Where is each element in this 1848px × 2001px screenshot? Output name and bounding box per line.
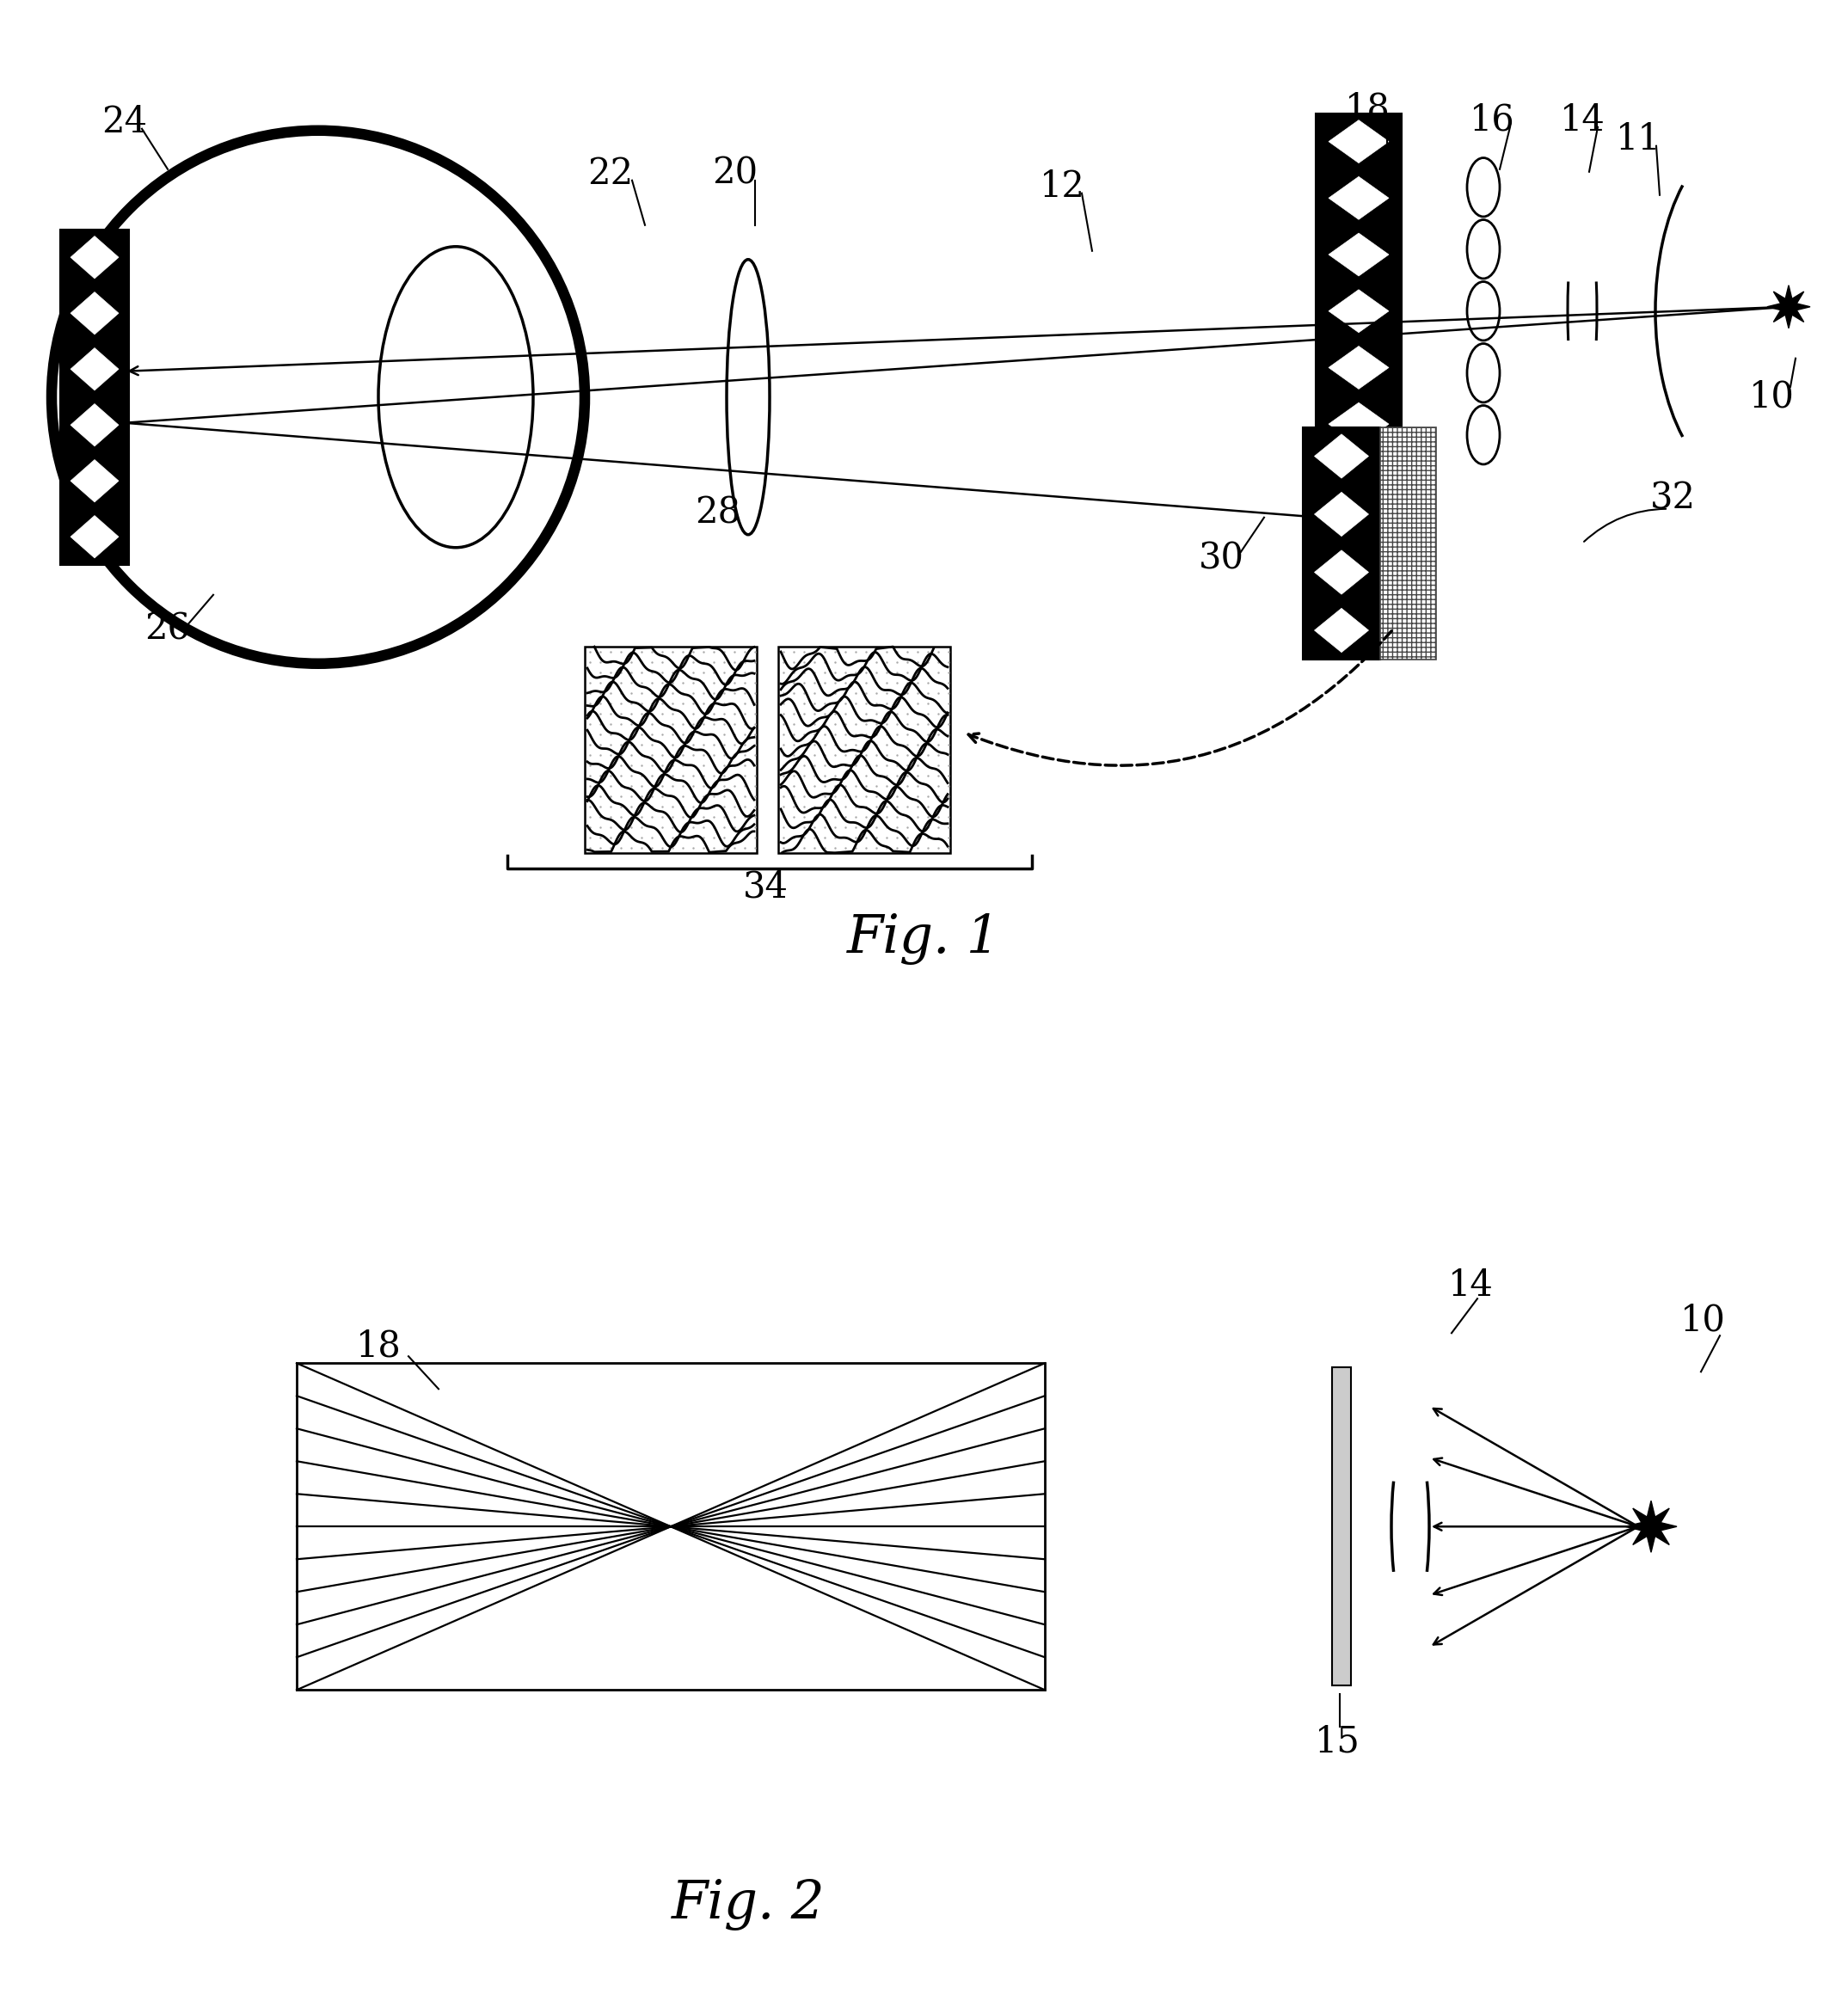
Polygon shape bbox=[1329, 346, 1390, 388]
Text: 30: 30 bbox=[1198, 540, 1244, 576]
Bar bbox=[1380, 426, 1436, 660]
Bar bbox=[1332, 1367, 1351, 1685]
Bar bbox=[778, 646, 950, 852]
Text: 24: 24 bbox=[102, 104, 148, 140]
Text: 10: 10 bbox=[1748, 378, 1794, 414]
Text: 11: 11 bbox=[1615, 120, 1661, 158]
Polygon shape bbox=[70, 516, 118, 558]
Polygon shape bbox=[70, 236, 118, 278]
Text: 28: 28 bbox=[695, 494, 741, 530]
Text: 34: 34 bbox=[743, 868, 787, 904]
Text: 16: 16 bbox=[1469, 102, 1515, 138]
Text: 18: 18 bbox=[355, 1329, 401, 1365]
Polygon shape bbox=[1767, 286, 1811, 328]
Text: 20: 20 bbox=[711, 156, 758, 192]
Bar bbox=[1303, 426, 1380, 660]
Text: 32: 32 bbox=[1650, 480, 1695, 516]
Text: 14: 14 bbox=[1560, 102, 1606, 138]
Bar bbox=[1316, 114, 1401, 508]
Polygon shape bbox=[70, 404, 118, 446]
Polygon shape bbox=[1329, 232, 1390, 276]
Polygon shape bbox=[1329, 290, 1390, 332]
Polygon shape bbox=[1624, 1501, 1676, 1553]
Text: 18: 18 bbox=[1345, 90, 1390, 126]
Text: Fig. 1: Fig. 1 bbox=[846, 912, 1000, 964]
Text: 10: 10 bbox=[1680, 1303, 1726, 1339]
Polygon shape bbox=[1329, 120, 1390, 162]
Text: 26: 26 bbox=[144, 610, 190, 646]
Polygon shape bbox=[1329, 176, 1390, 220]
Polygon shape bbox=[1329, 402, 1390, 446]
Polygon shape bbox=[1314, 608, 1369, 652]
Polygon shape bbox=[1314, 434, 1369, 478]
Polygon shape bbox=[1329, 458, 1390, 502]
Polygon shape bbox=[70, 348, 118, 390]
Bar bbox=[61, 230, 129, 564]
Text: 14: 14 bbox=[1447, 1269, 1493, 1305]
Text: 15: 15 bbox=[1314, 1723, 1360, 1759]
Polygon shape bbox=[1314, 492, 1369, 536]
Text: 22: 22 bbox=[588, 156, 634, 192]
Bar bbox=[298, 1363, 1044, 1691]
Polygon shape bbox=[70, 460, 118, 502]
Text: Fig. 2: Fig. 2 bbox=[671, 1879, 824, 1931]
Text: 12: 12 bbox=[1039, 168, 1085, 204]
Bar bbox=[584, 646, 756, 852]
Polygon shape bbox=[1314, 550, 1369, 594]
Polygon shape bbox=[70, 292, 118, 334]
